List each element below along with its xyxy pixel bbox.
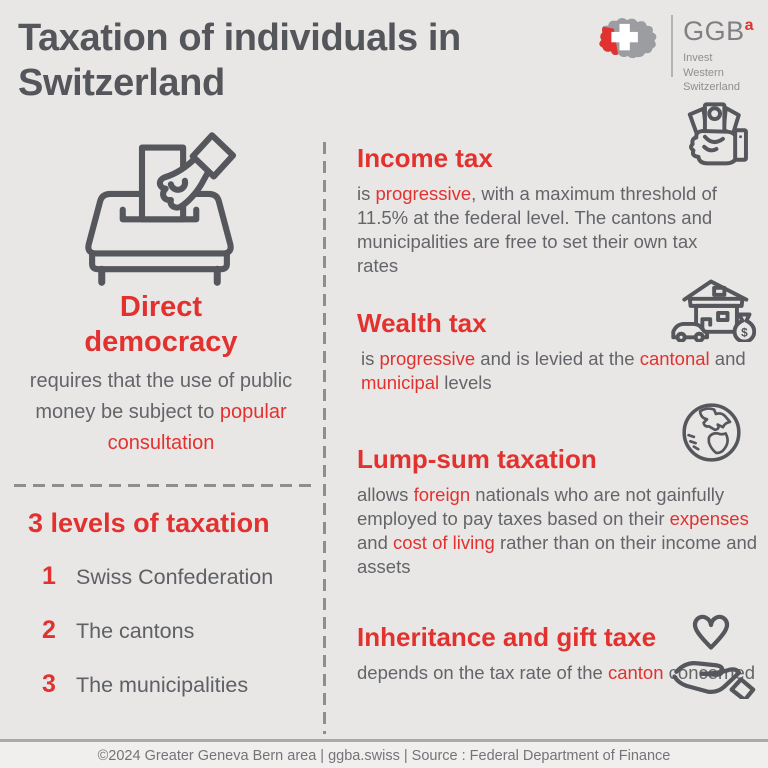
direct-democracy-heading-text: Direct democracy — [84, 291, 238, 358]
logo-brand-sup: a — [744, 17, 754, 34]
logo-tagline-line-2: Western — [683, 66, 724, 79]
page-title: Taxation of individuals in Switzerland — [18, 16, 461, 106]
money-in-hand-icon — [687, 102, 748, 166]
logo-brand: GGBa — [683, 12, 754, 45]
house-car-money-icon: $ — [671, 279, 756, 342]
footer-credit: ©2024 Greater Geneva Bern area | ggba.sw… — [0, 742, 768, 768]
list-item-label: Swiss Confederation — [76, 565, 274, 589]
logo-divider — [671, 15, 674, 77]
logo-tagline: Invest Western Switzerland — [683, 51, 754, 95]
list-item-number: 1 — [42, 562, 56, 590]
switzerland-map-icon — [599, 17, 657, 59]
section-wealth-tax: Wealth tax is progressive and is levied … — [357, 308, 761, 395]
list-item-number: 2 — [42, 616, 56, 644]
section-heading: Lump-sum taxation — [357, 444, 597, 474]
section-body: is progressive, with a maximum threshold… — [357, 183, 717, 276]
direct-democracy-body: requires that the use of public money be… — [29, 370, 293, 454]
section-heading: Income tax — [357, 143, 493, 173]
globe-icon — [682, 403, 741, 462]
logo-tagline-line-1: Invest — [683, 52, 713, 64]
list-item: 3 The municipalities — [28, 670, 273, 699]
ballot-box-icon — [85, 132, 237, 286]
vertical-dashed-divider — [323, 142, 326, 734]
list-item-label: The cantons — [76, 619, 195, 643]
svg-text:$: $ — [741, 327, 748, 340]
logo-brand-name: GGB — [683, 16, 745, 46]
direct-democracy-heading: Direct democracy — [0, 290, 322, 360]
section-lump-sum-taxation: Lump-sum taxation allows foreign nationa… — [357, 444, 761, 579]
levels-heading: 3 levels of taxation — [28, 508, 270, 538]
levels-of-taxation: 3 levels of taxation 1 Swiss Confederati… — [28, 508, 273, 699]
logo-text: GGBa Invest Western Switzerland — [683, 12, 754, 95]
ggba-logo: GGBa Invest Western Switzerland — [593, 12, 754, 95]
section-body: allows foreign nationals who are not gai… — [357, 484, 758, 577]
list-item-label: The municipalities — [76, 673, 249, 697]
section-income-tax: Income tax is progressive, with a maximu… — [357, 143, 743, 278]
list-item-number: 3 — [42, 670, 56, 698]
list-item: 2 The cantons — [28, 616, 273, 645]
page-title-line-2: Switzerland — [18, 62, 225, 104]
logo-tagline-line-3: Switzerland — [683, 81, 740, 93]
footer-divider — [0, 739, 768, 742]
section-heading: Wealth tax — [357, 308, 487, 338]
section-body: is progressive and is levied at the cant… — [361, 348, 746, 393]
page-title-line-1: Taxation of individuals in — [18, 17, 461, 59]
horizontal-dashed-divider — [14, 484, 311, 487]
hand-heart-icon — [672, 614, 756, 699]
list-item: 1 Swiss Confederation — [28, 562, 273, 591]
section-heading: Inheritance and gift taxe — [357, 622, 657, 652]
